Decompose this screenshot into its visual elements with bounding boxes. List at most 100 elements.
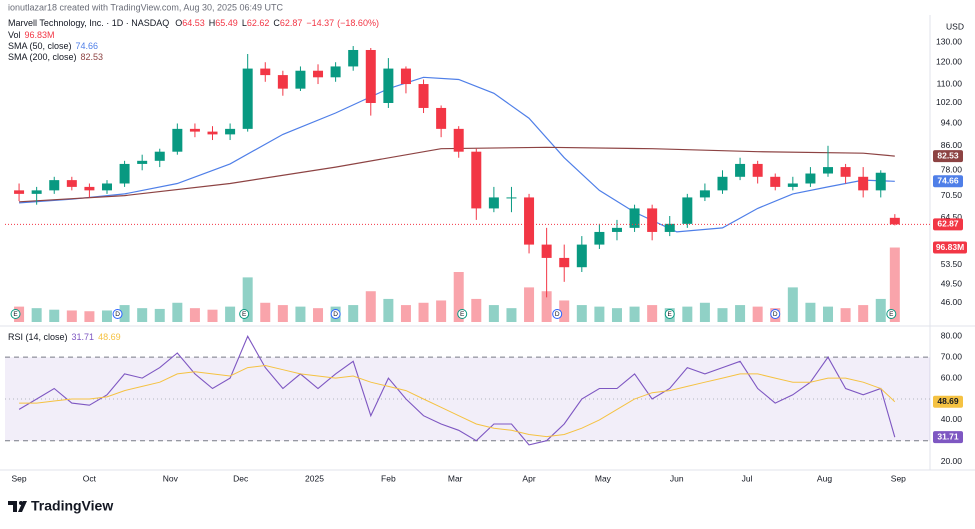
candle-body: [752, 163, 763, 177]
candle: [576, 236, 587, 272]
volume-legend: Vol 96.83M: [8, 30, 55, 40]
candle-body: [242, 68, 253, 129]
candle-body: [805, 173, 816, 184]
volume-bar: [365, 291, 376, 322]
rsi-legend-value: 48.69: [98, 332, 121, 342]
sma-legend: SMA (200, close) 82.53: [8, 52, 103, 62]
time-tick-label: Dec: [233, 473, 249, 483]
volume-badge-label: 96.83M: [936, 242, 964, 252]
event-marker: [664, 309, 675, 319]
time-tick-label: Jul: [742, 473, 753, 483]
time-tick-label: Sep: [891, 473, 906, 483]
candle: [172, 123, 183, 155]
candle: [664, 216, 675, 237]
ohlc-value: 62.62: [247, 18, 270, 28]
volume-bar: [453, 272, 464, 322]
candle: [682, 193, 693, 228]
candle-body: [260, 68, 271, 76]
currency: USD: [946, 21, 964, 31]
volume-bar: [506, 308, 517, 322]
rsi-line: [18, 335, 896, 446]
candle-body: [647, 208, 658, 232]
candle-body: [101, 183, 112, 191]
volume-bar: [277, 305, 288, 322]
rsi-tick-label: 40.00: [941, 414, 963, 424]
rsi-tick-label: 60.00: [941, 372, 963, 382]
price-tick-label: 94.00: [941, 118, 963, 128]
volume-bar: [295, 306, 306, 322]
volume-bar: [154, 308, 165, 322]
event-label: D: [333, 311, 338, 318]
rsi-tick-label: 20.00: [941, 456, 963, 466]
volume-bar: [805, 302, 816, 322]
event-label: E: [889, 311, 894, 318]
volume-bar: [611, 308, 622, 322]
ohlc-label: C: [273, 18, 280, 28]
volume-bar: [313, 308, 324, 322]
volume-bar: [418, 302, 429, 322]
volume-bar: [858, 305, 869, 322]
price-tick-label: 110.00: [937, 78, 963, 88]
price-tick-label: 49.50: [941, 279, 963, 289]
volume-bar: [383, 298, 394, 322]
rsi-tick-label: 70.00: [941, 351, 963, 361]
candle-body: [717, 176, 728, 191]
volume-bar: [172, 302, 183, 322]
volume-bar: [629, 306, 640, 322]
candle-body: [664, 223, 675, 232]
volume-bar: [875, 298, 886, 322]
candle: [594, 223, 605, 249]
candle: [313, 64, 324, 85]
volume-badge: [933, 241, 967, 254]
candle: [101, 180, 112, 194]
candle-body: [699, 190, 710, 198]
rsi-legend-value: 31.71: [72, 332, 95, 342]
rsi-badge: [933, 431, 963, 444]
ohlc-value: 65.49: [215, 18, 238, 28]
volume-bar: [576, 305, 587, 322]
logo: TradingView: [8, 498, 113, 514]
candle: [14, 183, 25, 202]
candle-body: [735, 163, 746, 177]
candle: [875, 170, 886, 198]
candle: [207, 126, 218, 141]
sma-line: [19, 146, 895, 203]
candle: [889, 214, 900, 226]
rsi-line: [19, 364, 896, 438]
ohlc-label: O: [175, 18, 182, 28]
price-badge-label: 74.66: [937, 176, 959, 186]
candle-body: [154, 151, 165, 161]
time-tick-label: Feb: [381, 473, 396, 483]
candle-body: [506, 197, 517, 199]
volume-bar: [682, 306, 693, 322]
candle: [418, 79, 429, 114]
candle-body: [858, 176, 869, 191]
candle: [295, 66, 306, 91]
ohlc-label: L: [242, 18, 247, 28]
logo-dot: [19, 501, 23, 505]
time-tick-label: Sep: [12, 473, 27, 483]
price-tick-label: 120.00: [936, 56, 962, 66]
price-tick-label: 102.00: [936, 97, 962, 107]
event-label: D: [115, 311, 120, 318]
candle: [752, 160, 763, 184]
volume-bar: [137, 308, 148, 322]
price-badge: [933, 150, 963, 163]
candle-body: [594, 231, 605, 245]
volume-name: Vol: [8, 30, 21, 40]
candle-body: [471, 151, 482, 209]
symbol-legend: Marvell Technology, Inc. · 1D · NASDAQ O6…: [8, 18, 379, 28]
candle-body: [66, 180, 77, 187]
price-tick-label: 130.00: [936, 36, 962, 46]
volume-bar: [31, 308, 42, 322]
event-marker: [552, 309, 563, 319]
rsi-legend: RSI (14, close) 31.71 48.69: [8, 332, 121, 342]
candle-body: [629, 208, 640, 228]
candle: [49, 176, 60, 194]
candle: [735, 157, 746, 181]
candle-body: [889, 217, 900, 225]
event-marker: [330, 309, 341, 319]
candle: [400, 66, 411, 94]
